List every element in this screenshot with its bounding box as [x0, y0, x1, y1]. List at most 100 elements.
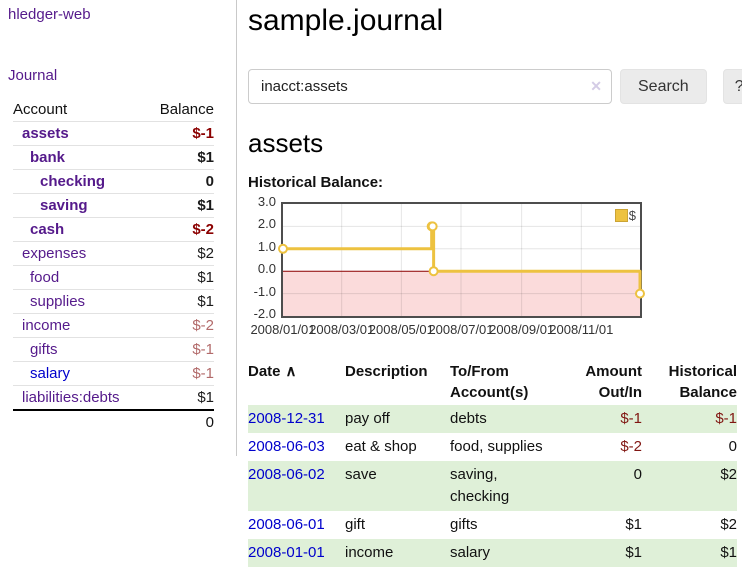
account-heading: assets — [248, 128, 324, 158]
sidebar-account-link-income[interactable]: income — [22, 317, 71, 334]
accounts-column-header: Account — [13, 101, 68, 118]
account-row: liabilities:debts $1 — [13, 385, 214, 411]
transaction-date-link[interactable]: 2008-12-31 — [248, 410, 325, 427]
main-content: sample.journal ✕ Search ? assets Histori… — [237, 0, 742, 582]
search-input[interactable] — [248, 69, 612, 104]
account-row: assets $-1 — [13, 121, 214, 146]
search-box: ✕ — [248, 69, 612, 104]
transaction-description: pay off — [345, 410, 390, 427]
page-title: sample.journal — [248, 4, 444, 37]
account-balance: $-2 — [192, 221, 214, 238]
transaction-row: 2008-01-01 income salary $1 $1 — [248, 539, 737, 567]
accounts-table-header-row: Account Balance — [13, 98, 214, 122]
account-balance: $1 — [197, 389, 214, 406]
sidebar-account-link-supplies[interactable]: supplies — [30, 293, 86, 310]
transaction-amount: 0 — [633, 466, 642, 483]
account-balance: $-1 — [192, 341, 214, 358]
historical-balance-chart: $ 3.0 2.0 1.0 0.0 -1.0 -2.0 2008/01/01 2008/03/… — [248, 194, 648, 342]
transaction-amount: $-1 — [620, 410, 642, 427]
transaction-row: 2008-06-02 save saving, checking 0 $2 — [248, 461, 737, 511]
app-title-link[interactable]: hledger-web — [8, 6, 91, 23]
y-axis-tick-label: -2.0 — [253, 306, 276, 321]
transaction-description: gift — [345, 516, 366, 533]
x-axis-tick-label: 2008/11/01 — [549, 322, 614, 337]
search-button[interactable]: Search — [620, 69, 707, 104]
account-row: food $1 — [13, 265, 214, 290]
transaction-row: 2008-12-31 pay off debts $-1 $-1 — [248, 405, 737, 433]
sidebar-account-link-salary[interactable]: salary — [30, 365, 71, 382]
description-column-header: Description — [345, 363, 428, 380]
historical-balance-column-header: Historical Balance — [668, 363, 737, 401]
sort-ascending-icon: ∧ — [285, 363, 297, 380]
account-balance: $-2 — [192, 317, 214, 334]
account-row: saving $1 — [13, 193, 214, 218]
sidebar-account-link-cash[interactable]: cash — [30, 221, 65, 238]
account-row: expenses $2 — [13, 241, 214, 266]
account-row: cash $-2 — [13, 217, 214, 242]
account-row: gifts $-1 — [13, 337, 214, 362]
transaction-date-link[interactable]: 2008-01-01 — [248, 544, 325, 561]
sidebar-account-link-liabilities-debts[interactable]: liabilities:debts — [22, 389, 120, 406]
transaction-accounts: food, supplies — [450, 438, 543, 455]
accounts-table: Account Balance assets $-1 bank $1 checking 0… — [13, 98, 214, 434]
sidebar-account-link-food[interactable]: food — [30, 269, 60, 286]
transaction-balance: 0 — [728, 438, 737, 455]
account-row: checking 0 — [13, 169, 214, 194]
account-balance: $1 — [197, 197, 214, 214]
sidebar: hledger-web Journal Account Balance asse… — [0, 0, 237, 456]
account-row: salary $-1 — [13, 361, 214, 386]
legend-swatch-icon — [614, 209, 628, 222]
y-axis-tick-label: 0.0 — [257, 261, 276, 277]
sidebar-account-link-expenses[interactable]: expenses — [22, 245, 87, 262]
help-button[interactable]: ? — [722, 69, 742, 104]
account-balance: $2 — [197, 245, 214, 262]
transaction-accounts: debts — [450, 410, 487, 427]
account-balance: $-1 — [192, 365, 214, 382]
account-balance: $1 — [197, 293, 214, 310]
clear-search-icon[interactable]: ✕ — [590, 78, 602, 94]
accounts-total-value: 0 — [205, 414, 214, 431]
transactions-header-row: Date ∧ Description To/From Account(s) Amo… — [248, 359, 737, 405]
y-axis-tick-label: 1.0 — [257, 238, 276, 254]
x-axis-tick-label: 2008/07/01 — [428, 322, 494, 337]
transaction-row: 2008-06-03 eat & shop food, supplies $-2 0 — [248, 433, 737, 461]
transaction-balance: $1 — [720, 544, 737, 561]
transaction-row: 2008-06-01 gift gifts $1 $2 — [248, 511, 737, 539]
sidebar-account-link-gifts[interactable]: gifts — [30, 341, 58, 358]
accounts-table-body: assets $-1 bank $1 checking 0 saving $1 cash $-2 e… — [13, 121, 214, 411]
sidebar-account-link-assets[interactable]: assets — [22, 125, 69, 142]
accounts-total-row: 0 — [13, 410, 214, 434]
transaction-date-link[interactable]: 2008-06-03 — [248, 438, 325, 455]
transaction-accounts: gifts — [450, 516, 478, 533]
account-row: bank $1 — [13, 145, 214, 170]
account-row: supplies $1 — [13, 289, 214, 314]
transactions-table: Date ∧ Description To/From Account(s) Amo… — [248, 359, 737, 567]
sidebar-account-link-checking[interactable]: checking — [40, 173, 106, 190]
transaction-accounts: salary — [450, 544, 491, 561]
sidebar-account-link-saving[interactable]: saving — [40, 197, 88, 214]
transaction-description: eat & shop — [345, 438, 417, 455]
y-axis-tick-label: -1.0 — [253, 283, 276, 299]
x-axis-tick-label: 2008/01/01 — [250, 322, 316, 337]
transaction-date-link[interactable]: 2008-06-02 — [248, 466, 325, 483]
account-balance: $1 — [197, 149, 214, 166]
account-balance: $-1 — [192, 125, 214, 142]
transaction-amount: $1 — [625, 516, 642, 533]
transaction-balance: $2 — [720, 516, 737, 533]
chart-plot-area: $ — [278, 202, 645, 318]
y-axis-tick-label: 3.0 — [257, 194, 276, 209]
legend-label: $ — [628, 208, 636, 223]
sidebar-account-link-bank[interactable]: bank — [30, 149, 66, 166]
x-axis-tick-label: 2008/05/01 — [368, 322, 434, 337]
transactions-table-body: 2008-12-31 pay off debts $-1 $-1 2008-06-03 ea… — [248, 405, 737, 567]
y-axis-tick-label: 2.0 — [257, 216, 276, 232]
sidebar-item-journal[interactable]: Journal — [8, 67, 58, 84]
balance-column-header: Balance — [159, 101, 214, 118]
transaction-date-link[interactable]: 2008-06-01 — [248, 516, 325, 533]
chart-canvas — [278, 204, 645, 316]
x-axis-tick-label: 2008/09/01 — [489, 322, 555, 337]
transaction-balance: $2 — [720, 466, 737, 483]
account-row: income $-2 — [13, 313, 214, 338]
transaction-description: save — [345, 466, 377, 483]
date-column-header[interactable]: Date ∧ — [248, 363, 297, 380]
